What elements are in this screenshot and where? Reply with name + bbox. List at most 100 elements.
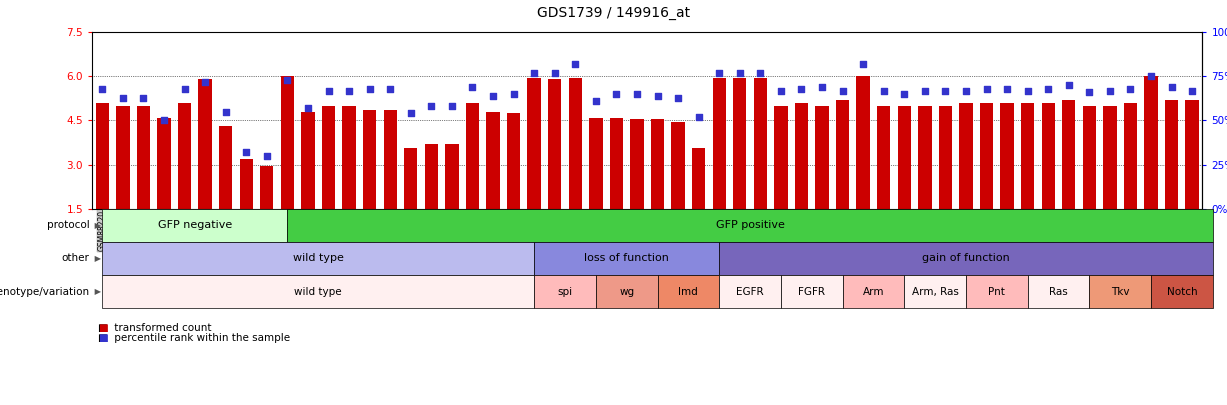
Text: wg: wg — [620, 287, 634, 296]
Bar — [363, 110, 377, 209]
Text: Notch: Notch — [1167, 287, 1198, 296]
Point — [298, 105, 318, 111]
Text: wild type: wild type — [294, 287, 342, 296]
Point — [977, 85, 996, 92]
Bar — [507, 113, 520, 209]
Bar — [589, 117, 602, 209]
Bar — [898, 106, 910, 209]
Bar — [980, 103, 993, 209]
Bar — [342, 106, 356, 209]
Bar — [692, 148, 706, 209]
Point — [587, 98, 606, 104]
Point — [1162, 84, 1182, 90]
Bar — [466, 103, 479, 209]
Bar — [1063, 100, 1076, 209]
Point — [853, 61, 872, 67]
Point — [812, 84, 832, 90]
Bar — [1124, 103, 1137, 209]
Bar — [939, 106, 952, 209]
Text: Imd: Imd — [679, 287, 698, 296]
Bar — [96, 103, 109, 209]
Point — [833, 87, 853, 94]
Point — [339, 87, 358, 94]
Point — [648, 93, 667, 99]
Point — [319, 87, 339, 94]
Bar — [836, 100, 849, 209]
Point — [155, 117, 174, 124]
Point — [442, 103, 461, 110]
Bar — [816, 106, 828, 209]
Text: wild type: wild type — [293, 254, 344, 263]
Text: Pnt: Pnt — [989, 287, 1005, 296]
Point — [483, 93, 503, 99]
Bar — [1021, 103, 1034, 209]
Bar — [1185, 100, 1199, 209]
Bar — [856, 77, 870, 209]
Point — [627, 91, 647, 97]
Bar — [1082, 106, 1096, 209]
Bar — [610, 117, 623, 209]
Point — [730, 70, 750, 76]
Text: EGFR: EGFR — [736, 287, 764, 296]
Point — [524, 70, 544, 76]
Point — [1059, 82, 1079, 89]
Point — [956, 87, 975, 94]
Point — [195, 79, 215, 85]
Text: FGFR: FGFR — [799, 287, 826, 296]
Bar — [178, 103, 191, 209]
Bar — [117, 106, 130, 209]
Text: Arm, Ras: Arm, Ras — [912, 287, 958, 296]
Bar — [321, 106, 335, 209]
Point — [545, 70, 564, 76]
Text: ■: ■ — [98, 323, 108, 333]
Point — [669, 94, 688, 101]
Bar — [568, 78, 582, 209]
Bar — [733, 78, 746, 209]
Point — [915, 87, 935, 94]
Point — [113, 94, 133, 101]
Bar — [795, 103, 809, 209]
Text: other: other — [61, 254, 90, 263]
Point — [422, 103, 442, 110]
Text: ■: ■ — [98, 333, 108, 343]
Bar — [199, 79, 212, 209]
Bar — [260, 166, 274, 209]
Bar — [445, 144, 459, 209]
Text: ■  transformed count: ■ transformed count — [98, 323, 212, 333]
Bar — [218, 126, 232, 209]
Point — [277, 77, 297, 83]
Point — [134, 94, 153, 101]
Point — [1141, 73, 1161, 80]
Point — [463, 84, 482, 90]
Point — [791, 85, 811, 92]
Point — [1018, 87, 1038, 94]
Bar — [157, 117, 171, 209]
Text: protocol: protocol — [47, 220, 90, 230]
Text: Ras: Ras — [1049, 287, 1067, 296]
Text: loss of function: loss of function — [584, 254, 669, 263]
Text: ▶: ▶ — [92, 287, 101, 296]
Bar — [239, 159, 253, 209]
Text: Tkv: Tkv — [1110, 287, 1130, 296]
Text: ■  percentile rank within the sample: ■ percentile rank within the sample — [98, 333, 291, 343]
Bar — [1145, 77, 1158, 209]
Text: Arm: Arm — [863, 287, 885, 296]
Bar — [1042, 103, 1055, 209]
Point — [504, 91, 524, 97]
Text: genotype/variation: genotype/variation — [0, 287, 90, 296]
Text: GDS1739 / 149916_at: GDS1739 / 149916_at — [537, 6, 690, 20]
Text: ▶: ▶ — [92, 221, 101, 230]
Point — [256, 153, 276, 159]
Bar — [1103, 106, 1117, 209]
Bar — [384, 110, 396, 209]
Point — [688, 114, 708, 120]
Point — [606, 91, 626, 97]
Point — [380, 85, 400, 92]
Point — [998, 85, 1017, 92]
Bar — [918, 106, 931, 209]
Bar — [486, 112, 499, 209]
Text: GFP positive: GFP positive — [715, 220, 784, 230]
Bar — [425, 144, 438, 209]
Point — [709, 70, 729, 76]
Bar — [528, 78, 541, 209]
